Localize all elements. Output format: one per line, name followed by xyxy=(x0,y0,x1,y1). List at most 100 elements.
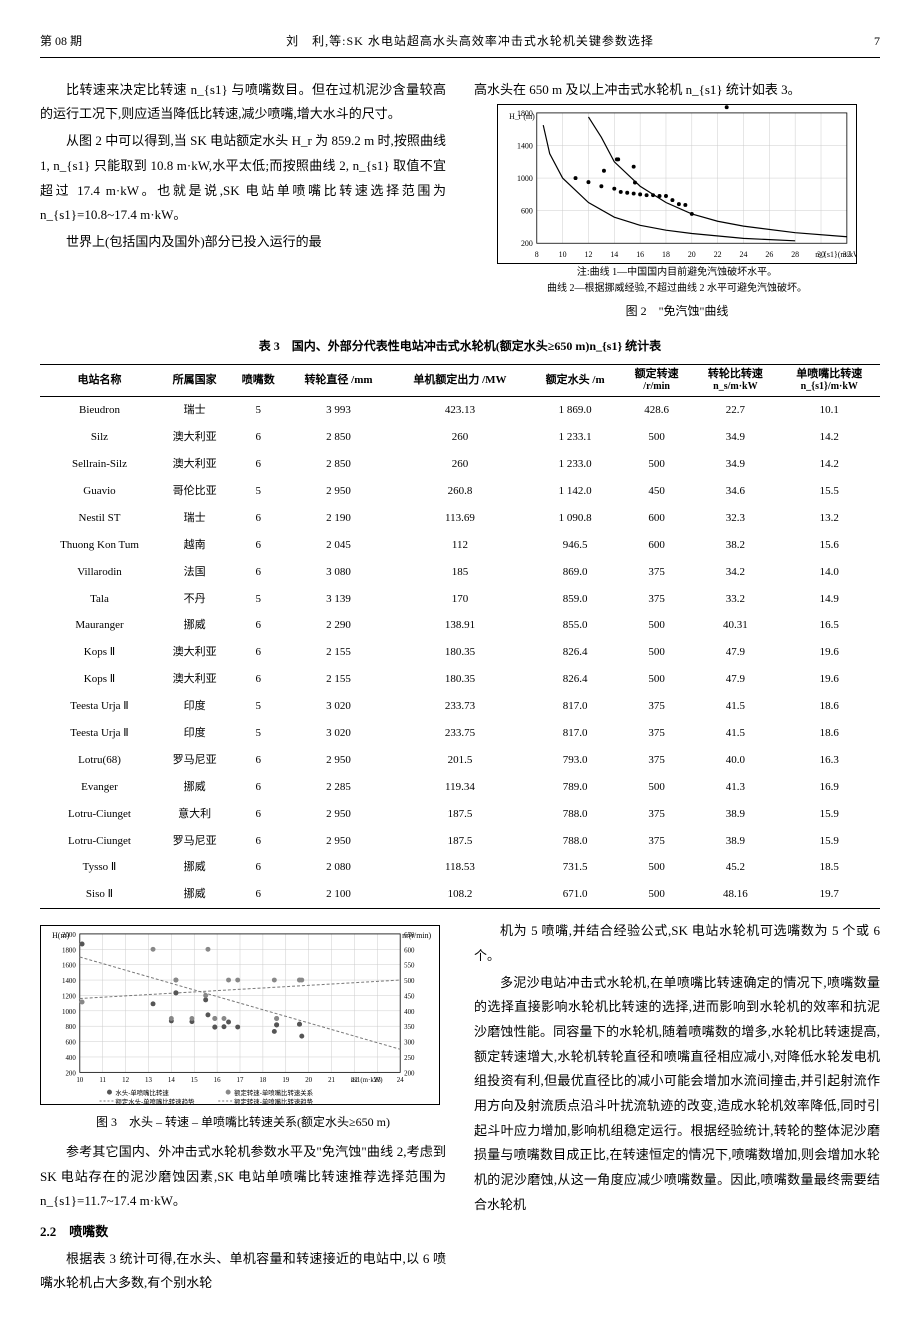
para: 根据表 3 统计可得,在水头、单机容量和转速接近的电站中,以 6 喷嘴水轮机占大… xyxy=(40,1247,446,1296)
svg-text:200: 200 xyxy=(65,1071,76,1078)
table-row: Kops Ⅱ澳大利亚62 155180.35826.450047.919.6 xyxy=(40,666,880,693)
para: 从图 2 中可以得到,当 SK 电站额定水头 H_r 为 859.2 m 时,按… xyxy=(40,129,446,228)
table-cell: 788.0 xyxy=(529,828,621,855)
issue-label: 第 08 期 xyxy=(40,30,100,53)
svg-text:H_r (m): H_r (m) xyxy=(509,112,535,121)
table3-col-header: 额定转速/r/min xyxy=(621,365,692,397)
svg-text:H(m): H(m) xyxy=(52,931,69,940)
table-cell: 不丹 xyxy=(159,586,230,613)
table-cell: Villarodin xyxy=(40,559,159,586)
table-cell: 瑞士 xyxy=(159,397,230,424)
table-cell: 6 xyxy=(230,639,286,666)
table-cell: 1 233.1 xyxy=(529,424,621,451)
table-cell: 15.9 xyxy=(779,828,880,855)
svg-text:1800: 1800 xyxy=(62,947,76,954)
svg-text:21: 21 xyxy=(328,1077,335,1084)
table-row: Evanger挪威62 285119.34789.050041.316.9 xyxy=(40,774,880,801)
table-cell: 19.7 xyxy=(779,881,880,908)
table-cell: 40.0 xyxy=(692,747,778,774)
svg-text:10: 10 xyxy=(559,251,567,260)
table-cell: 6 xyxy=(230,666,286,693)
table-cell: 3 020 xyxy=(286,693,390,720)
svg-text:24: 24 xyxy=(740,251,748,260)
table-cell: Kops Ⅱ xyxy=(40,639,159,666)
table3-col-header: 喷嘴数 xyxy=(230,365,286,397)
table-cell: 789.0 xyxy=(529,774,621,801)
table-cell: 6 xyxy=(230,559,286,586)
table-cell: 946.5 xyxy=(529,532,621,559)
table-cell: Evanger xyxy=(40,774,159,801)
table3-caption: 表 3 国内、外部分代表性电站冲击式水轮机(额定水头≥650 m)n_{s1} … xyxy=(40,335,880,358)
svg-text:1000: 1000 xyxy=(62,1009,76,1016)
table-cell: Silz xyxy=(40,424,159,451)
table-cell: 859.0 xyxy=(529,586,621,613)
table-cell: 5 xyxy=(230,693,286,720)
para: 世界上(包括国内及国外)部分已投入运行的最 xyxy=(40,230,446,255)
table-row: Teesta Urja Ⅱ印度53 020233.75817.037541.51… xyxy=(40,720,880,747)
svg-text:300: 300 xyxy=(404,1040,415,1047)
svg-text:nr(r/min): nr(r/min) xyxy=(402,931,431,940)
svg-text:额定转速-单喷嘴比转速趋势: 额定转速-单喷嘴比转速趋势 xyxy=(234,1097,314,1104)
table-cell: 500 xyxy=(621,424,692,451)
svg-text:500: 500 xyxy=(404,978,415,985)
svg-text:800: 800 xyxy=(65,1024,76,1031)
table-cell: 2 285 xyxy=(286,774,390,801)
table-cell: 233.75 xyxy=(391,720,530,747)
table-row: Guavio哥伦比亚52 950260.81 142.045034.615.5 xyxy=(40,478,880,505)
table-cell: Bieudron xyxy=(40,397,159,424)
svg-text:8: 8 xyxy=(535,251,539,260)
table-cell: 817.0 xyxy=(529,720,621,747)
table-cell: 3 993 xyxy=(286,397,390,424)
table-cell: 意大利 xyxy=(159,801,230,828)
table-cell: Tala xyxy=(40,586,159,613)
table-cell: 22.7 xyxy=(692,397,778,424)
svg-text:ns1(m·kW): ns1(m·kW) xyxy=(351,1077,383,1084)
table-cell: 2 950 xyxy=(286,478,390,505)
table-cell: 16.3 xyxy=(779,747,880,774)
table-cell: 18.5 xyxy=(779,854,880,881)
table-cell: 挪威 xyxy=(159,612,230,639)
table-cell: 187.5 xyxy=(391,801,530,828)
table-cell: 201.5 xyxy=(391,747,530,774)
table-row: Tala不丹53 139170859.037533.214.9 xyxy=(40,586,880,613)
svg-text:600: 600 xyxy=(404,947,415,954)
svg-text:28: 28 xyxy=(791,251,799,260)
table-cell: 15.6 xyxy=(779,532,880,559)
table-cell: Tysso Ⅱ xyxy=(40,854,159,881)
table-cell: 45.2 xyxy=(692,854,778,881)
table-cell: 6 xyxy=(230,881,286,908)
table-cell: 450 xyxy=(621,478,692,505)
svg-text:额定转速-单喷嘴比转速关系: 额定转速-单喷嘴比转速关系 xyxy=(234,1088,313,1097)
svg-text:1000: 1000 xyxy=(517,175,533,184)
table-cell: 375 xyxy=(621,720,692,747)
svg-text:200: 200 xyxy=(521,240,533,249)
svg-text:1200: 1200 xyxy=(62,994,76,1001)
table-cell: 869.0 xyxy=(529,559,621,586)
fig2-chart: 8101214161820222426283032200600100014001… xyxy=(497,104,857,264)
svg-text:1600: 1600 xyxy=(62,963,76,970)
table-cell: 14.2 xyxy=(779,424,880,451)
table-cell: 5 xyxy=(230,586,286,613)
table-cell: 2 950 xyxy=(286,747,390,774)
page-number: 7 xyxy=(840,30,880,53)
section-2-2-head: 2.2 喷嘴数 xyxy=(40,1220,446,1245)
table3-col-header: 电站名称 xyxy=(40,365,159,397)
table-cell: 3 139 xyxy=(286,586,390,613)
table-cell: 澳大利亚 xyxy=(159,424,230,451)
table3-col-header: 转轮比转速n_s/m·kW xyxy=(692,365,778,397)
table-cell: 5 xyxy=(230,720,286,747)
table-cell: 罗马尼亚 xyxy=(159,828,230,855)
table-row: Tysso Ⅱ挪威62 080118.53731.550045.218.5 xyxy=(40,854,880,881)
svg-text:14: 14 xyxy=(610,251,618,260)
bottom-left-col: 1011121314151617181920212223242004006008… xyxy=(40,919,446,1298)
svg-text:1400: 1400 xyxy=(62,978,76,985)
table-cell: 印度 xyxy=(159,720,230,747)
table-cell: 375 xyxy=(621,801,692,828)
svg-text:17: 17 xyxy=(237,1077,244,1084)
table-cell: 14.0 xyxy=(779,559,880,586)
svg-text:250: 250 xyxy=(404,1055,415,1062)
table-cell: 826.4 xyxy=(529,639,621,666)
table-cell: 41.5 xyxy=(692,720,778,747)
svg-text:12: 12 xyxy=(122,1077,129,1084)
table-row: Teesta Urja Ⅱ印度53 020233.73817.037541.51… xyxy=(40,693,880,720)
